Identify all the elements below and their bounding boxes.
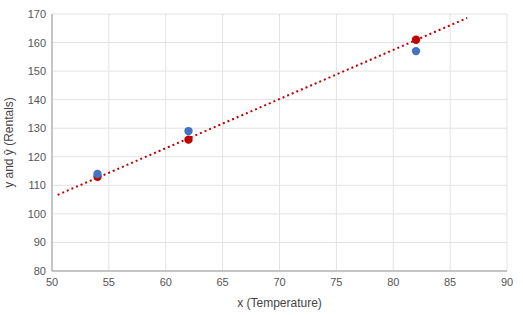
y-tick-label: 130 <box>28 122 46 134</box>
grid-line-y <box>52 213 507 214</box>
grid-line-y <box>52 14 507 15</box>
y-tick-label: 90 <box>34 236 46 248</box>
chart: 50 55 60 65 70 75 80 85 90 80 90 100 110 120 130 140 150… <box>0 0 523 315</box>
y-tick-label: 150 <box>28 65 46 77</box>
grid-line-x <box>336 14 337 271</box>
grid-line-x <box>108 14 109 271</box>
marks <box>58 18 468 195</box>
point <box>412 47 420 55</box>
x-tick-label: 70 <box>273 276 285 288</box>
point <box>184 135 192 143</box>
fit-line <box>58 18 468 195</box>
x-tick-label: 90 <box>501 276 513 288</box>
y-axis-line <box>52 14 53 271</box>
y-tick-label: 80 <box>34 265 46 277</box>
grid-line-y <box>52 242 507 243</box>
x-tick-label: 50 <box>46 276 58 288</box>
y-tick-label: 110 <box>28 179 46 191</box>
x-tick-label: 85 <box>444 276 456 288</box>
y-tick-label: 100 <box>28 208 46 220</box>
background <box>0 0 523 315</box>
tick-labels: 50 55 60 65 70 75 80 85 90 80 90 100 110 120 130 140 150… <box>28 8 513 288</box>
y-tick-label: 170 <box>28 8 46 20</box>
grid-line-y <box>52 271 507 272</box>
x-tick-label: 55 <box>103 276 115 288</box>
grid-line-y <box>52 42 507 43</box>
y-tick-label: 140 <box>28 94 46 106</box>
x-tick-label: 60 <box>160 276 172 288</box>
grid-line-y <box>52 156 507 157</box>
grid-line-y <box>52 71 507 72</box>
grid <box>52 14 507 271</box>
grid-line-x <box>222 14 223 271</box>
point <box>93 170 101 178</box>
y-tick-label: 120 <box>28 151 46 163</box>
grid-line-x <box>279 14 280 271</box>
grid-line-x <box>165 14 166 271</box>
x-tick-label: 65 <box>217 276 229 288</box>
grid-line-x <box>52 14 53 271</box>
point <box>184 127 192 135</box>
grid-line-x <box>507 14 508 271</box>
x-axis-line <box>52 271 507 272</box>
x-tick-label: 80 <box>387 276 399 288</box>
y-tick-label: 160 <box>28 37 46 49</box>
chart-container: 50 55 60 65 70 75 80 85 90 80 90 100 110 120 130 140 150… <box>0 0 523 315</box>
grid-line-y <box>52 185 507 186</box>
grid-line-x <box>450 14 451 271</box>
point <box>412 36 420 44</box>
x-tick-label: 75 <box>330 276 342 288</box>
grid-line-x <box>393 14 394 271</box>
grid-line-y <box>52 128 507 129</box>
x-axis-label: x (Temperature) <box>237 296 322 310</box>
y-axis-label: y and ŷ (Rentals) <box>2 97 16 188</box>
